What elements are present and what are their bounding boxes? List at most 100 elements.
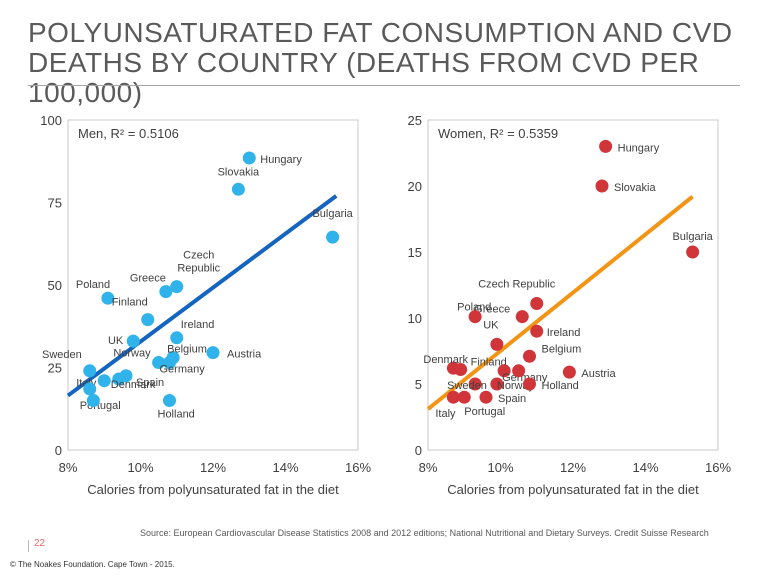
men-point-label: Greece [130, 273, 166, 285]
men-point-label: Spain [136, 377, 164, 389]
women-point-label: Spain [498, 393, 526, 405]
footer-divider [28, 540, 29, 552]
men-data-point [231, 182, 245, 196]
women-point-label: Portugal [464, 406, 505, 418]
men-y-tick-label: 75 [48, 196, 62, 211]
women-point-label: Poland [457, 302, 491, 314]
women-data-point [490, 337, 504, 351]
women-data-point [523, 377, 536, 391]
page-title: POLYUNSATURATED FAT CONSUMPTION AND CVD … [28, 17, 733, 108]
men-data-point [170, 280, 184, 294]
title-divider [28, 85, 740, 86]
women-point-label: Czech Republic [478, 278, 556, 290]
men-data-point [163, 394, 176, 407]
women-scatter-chart: 0 5 10 15 20 25 8% 10% 12% 14% 16% Calories from po… [408, 113, 732, 497]
men-point-label: Austria [227, 349, 262, 361]
women-x-tick-label: 12% [560, 460, 586, 475]
men-data-point [170, 331, 184, 345]
label-line: Czech [183, 250, 214, 262]
women-point-label: Denmark [423, 354, 468, 366]
women-r-squared-annotation: Women, R² = 0.5359 [438, 126, 558, 141]
women-y-tick-label: 5 [415, 377, 422, 392]
women-data-point [515, 310, 529, 324]
women-data-point [595, 179, 609, 193]
men-y-tick-label: 50 [48, 278, 62, 293]
men-y-tick-label: 100 [40, 113, 62, 128]
men-point-label: Portugal [80, 400, 121, 412]
women-data-point [454, 362, 468, 376]
men-point-label: UK [108, 335, 124, 347]
women-point-label: Finland [471, 356, 507, 368]
women-data-point [457, 390, 471, 404]
women-x-axis-label: Calories from polyunsaturated fat in the… [447, 482, 699, 497]
men-data-point [83, 382, 97, 396]
men-plot-frame [67, 119, 359, 451]
women-point-label: Hungary [618, 142, 660, 154]
women-y-tick-label: 0 [415, 443, 422, 458]
men-data-point [112, 372, 126, 386]
women-plot-frame [427, 119, 719, 451]
men-x-tick-label: 12% [200, 460, 226, 475]
men-point-label: Bulgaria [312, 208, 353, 220]
page-number: 22 [34, 538, 46, 549]
women-x-tick-label: 16% [705, 460, 731, 475]
men-data-point [141, 313, 155, 327]
women-data-point [599, 139, 613, 153]
women-trendline [426, 195, 694, 411]
women-point-label: Sweden [447, 380, 487, 392]
women-point-label: Greece [474, 304, 510, 316]
women-y-tick-label: 10 [408, 311, 422, 326]
men-trendline [66, 194, 338, 398]
women-data-point [479, 390, 493, 404]
men-x-tick-label: 10% [127, 460, 153, 475]
men-data-point [101, 291, 115, 305]
men-r-squared-annotation: Men, R² = 0.5106 [78, 126, 179, 141]
men-point-label: Czech Republic [177, 250, 220, 275]
men-point-label: Hungary [260, 154, 302, 166]
men-x-axis-label: Calories from polyunsaturated fat in the… [87, 482, 339, 497]
men-data-point [206, 346, 220, 360]
women-x-tick-label: 8% [419, 460, 438, 475]
women-point-label: Slovakia [614, 182, 656, 194]
men-data-point [83, 364, 97, 378]
men-point-label: Denmark [111, 379, 156, 391]
men-data-point [163, 356, 176, 370]
women-point-label: Bulgaria [672, 231, 713, 243]
men-x-tick-label: 8% [59, 460, 78, 475]
men-point-label: Slovakia [218, 166, 260, 178]
men-data-point [86, 394, 100, 407]
women-data-point [512, 364, 526, 378]
men-point-label: Germany [160, 364, 206, 376]
men-data-point [97, 374, 111, 388]
men-data-point [326, 230, 340, 244]
women-data-point [490, 377, 504, 391]
men-y-tick-label: 0 [55, 443, 62, 458]
men-x-tick-label: 14% [272, 460, 298, 475]
label-line: Republic [177, 263, 220, 275]
women-y-tick-label: 25 [408, 113, 422, 128]
women-point-label: UK [483, 319, 499, 331]
men-point-label: Holland [158, 409, 195, 421]
women-data-point [446, 390, 460, 404]
women-data-point [468, 377, 482, 391]
men-point-label: Poland [76, 279, 110, 291]
men-data-point [159, 285, 173, 299]
men-point-label: Belgium [167, 344, 207, 356]
women-y-tick-label: 20 [408, 179, 422, 194]
men-point-label: Sweden [42, 349, 82, 361]
men-x-tick-label: 16% [345, 460, 371, 475]
men-data-point [152, 356, 166, 370]
women-point-label: Italy [435, 408, 456, 420]
men-point-label: Norway [113, 348, 151, 360]
source-note: Source: European Cardiovascular Disease … [140, 528, 709, 538]
women-data-point [530, 324, 544, 338]
copyright-text: © The Noakes Foundation. Cape Town - 201… [10, 560, 175, 569]
women-y-tick-label: 15 [408, 245, 422, 260]
women-x-tick-label: 14% [632, 460, 658, 475]
men-point-label: Ireland [181, 319, 215, 331]
women-x-tick-label: 10% [487, 460, 513, 475]
women-data-point [497, 364, 511, 378]
men-y-tick-label: 25 [48, 361, 62, 376]
women-data-point [562, 365, 576, 379]
women-point-label: Holland [542, 380, 579, 392]
